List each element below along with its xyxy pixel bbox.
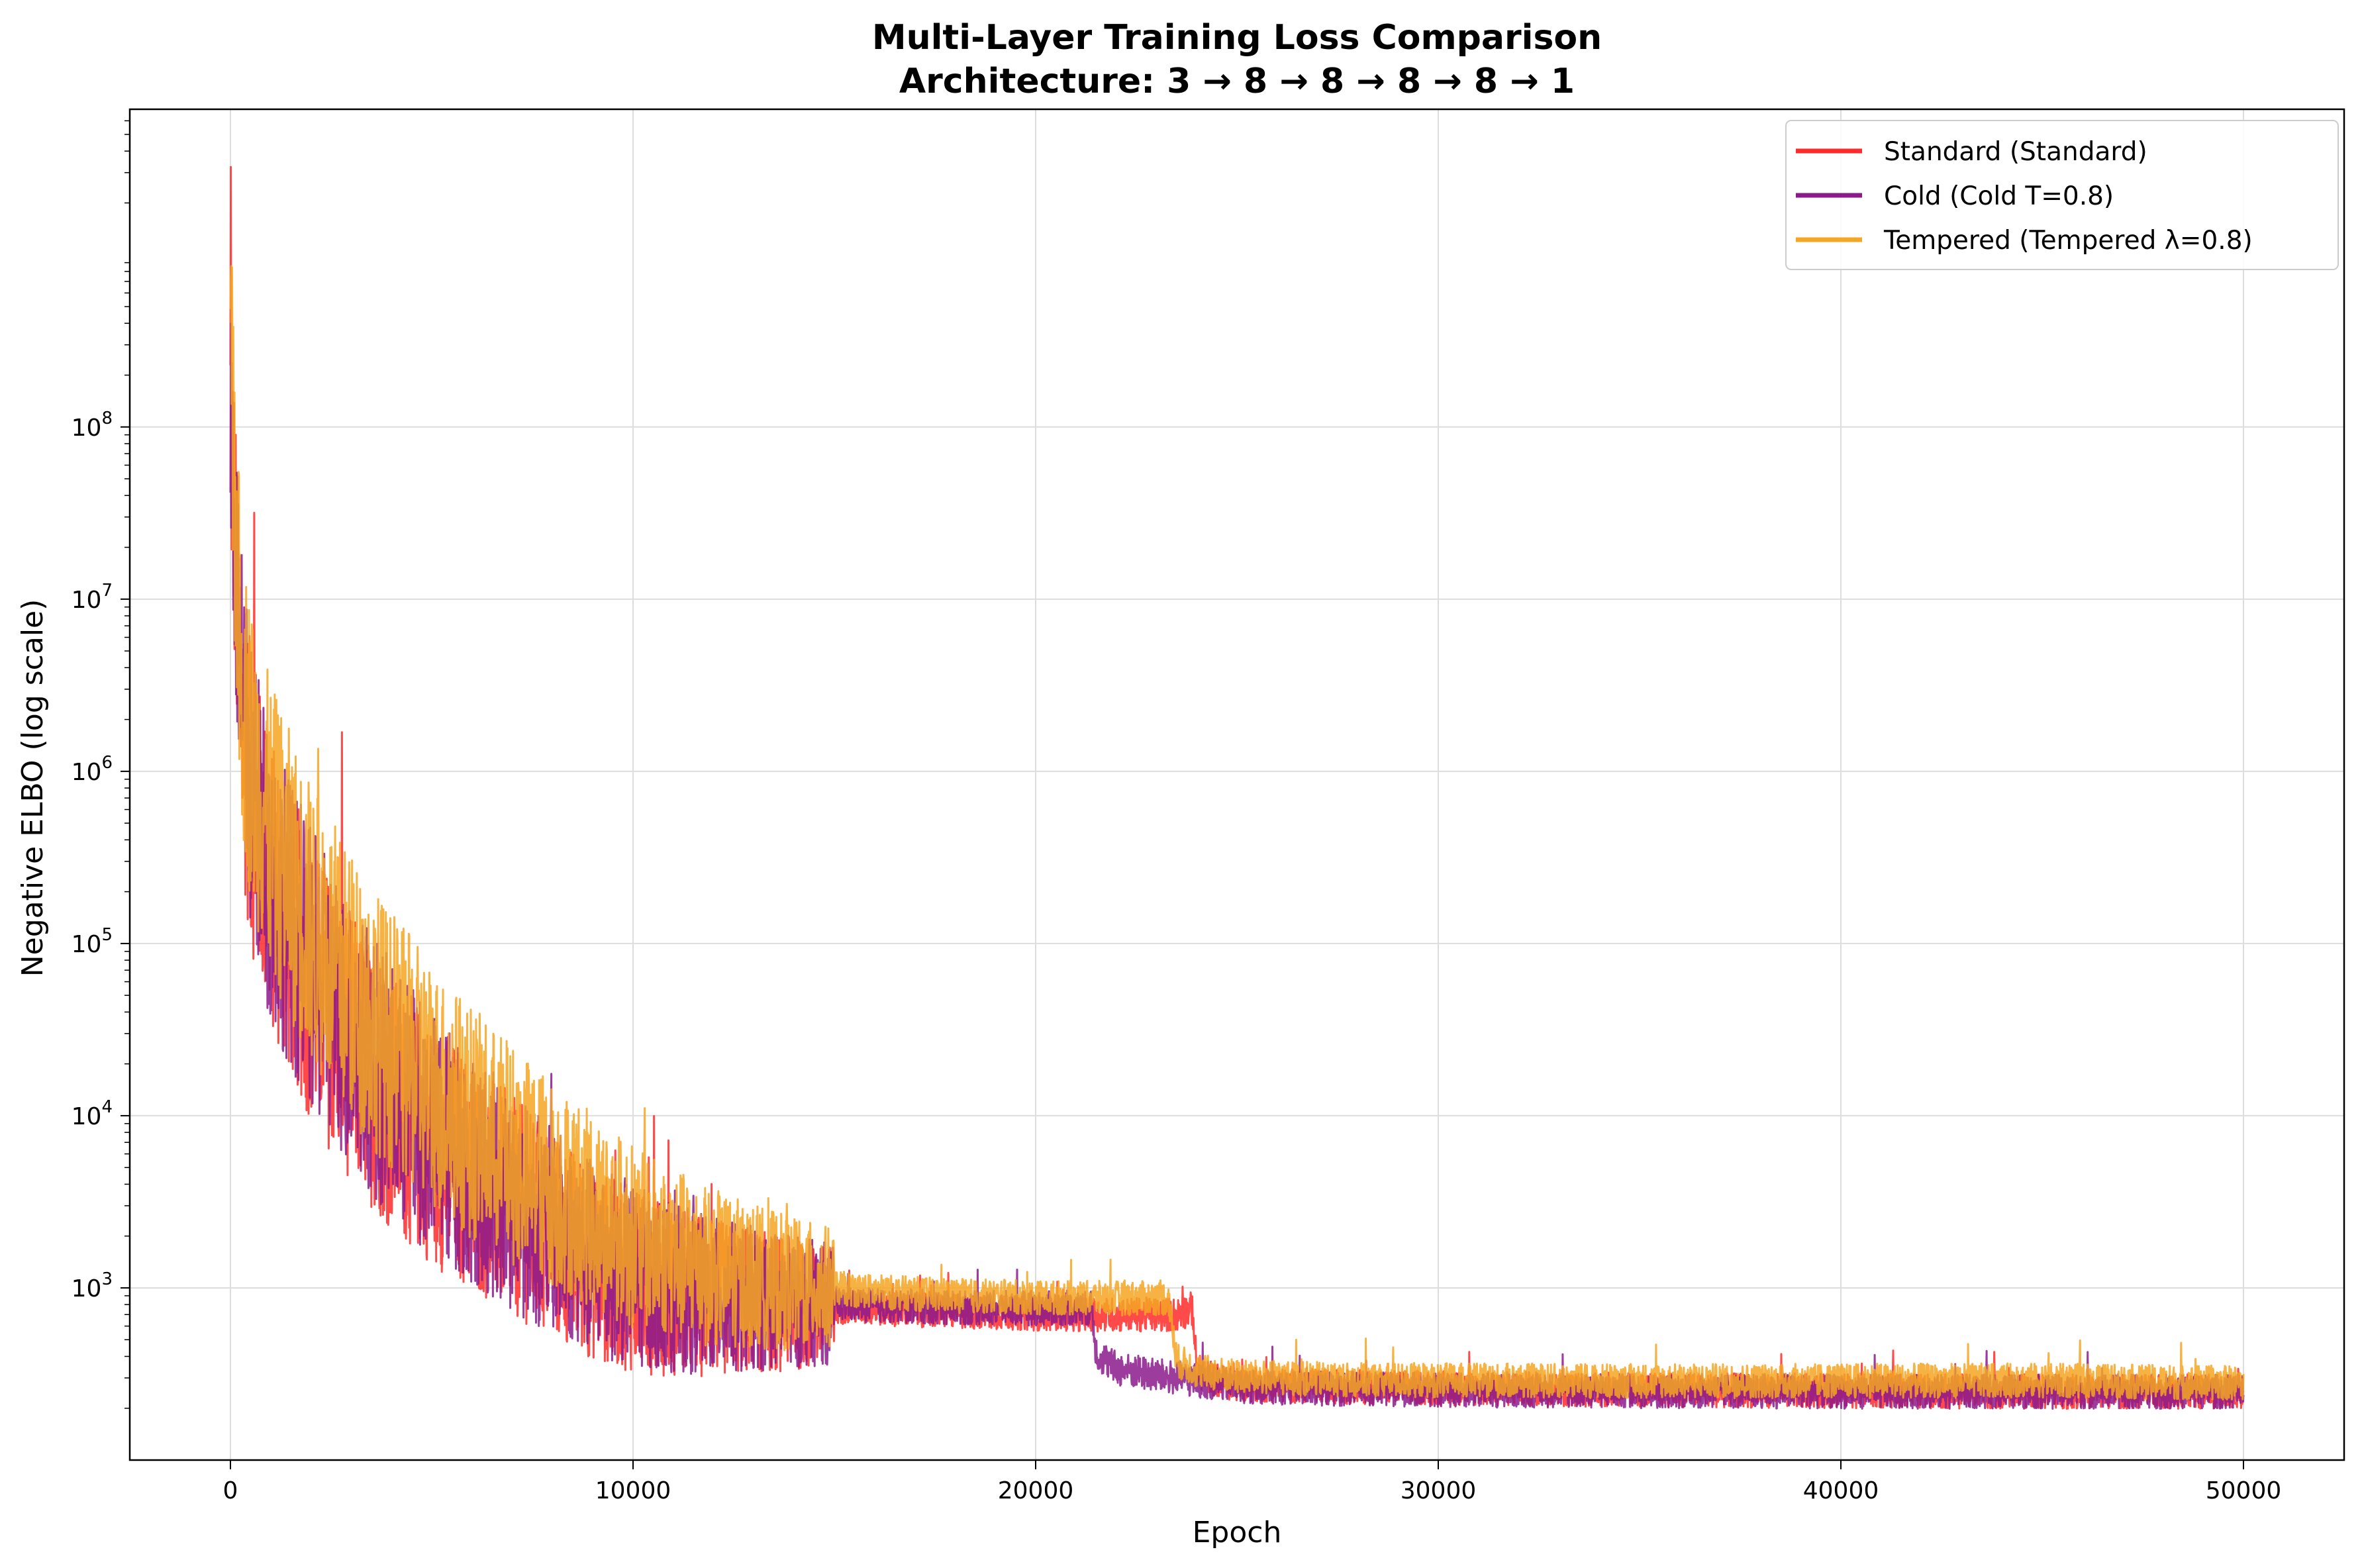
y-tick-label: 106	[72, 753, 113, 786]
series-line-2	[229, 265, 2245, 1400]
legend-label: Cold (Cold T=0.8)	[1884, 181, 2114, 211]
y-tick-label: 105	[72, 925, 113, 958]
legend-label: Standard (Standard)	[1884, 137, 2147, 167]
series-lines	[229, 166, 2245, 1410]
x-tick-label: 30000	[1401, 1477, 1477, 1504]
x-tick-label: 20000	[998, 1477, 1074, 1504]
x-tick-label: 0	[223, 1477, 238, 1504]
y-tick-label: 103	[72, 1269, 113, 1302]
plot-frame	[128, 108, 2345, 1461]
legend-label: Tempered (Tempered λ=0.8)	[1883, 226, 2253, 256]
y-tick-label: 107	[72, 581, 113, 614]
y-tick-label: 108	[72, 409, 113, 442]
axes	[121, 108, 2345, 1469]
legend: Standard (Standard) Cold (Cold T=0.8) Temp…	[1785, 120, 2339, 270]
y-tick-label: 104	[72, 1097, 113, 1130]
x-axis-label: Epoch	[1193, 1516, 1282, 1549]
chart-title: Multi-Layer Training Loss Comparison	[872, 18, 1602, 58]
x-tick-label: 40000	[1803, 1477, 1879, 1504]
tick-labels: 0 10000 20000 30000 40000 50000 103 104 105 106 10…	[72, 409, 2282, 1504]
chart-subtitle: Architecture: 3 → 8 → 8 → 8 → 8 → 1	[899, 62, 1575, 101]
x-tick-label: 50000	[2206, 1477, 2282, 1504]
y-axis-label: Negative ELBO (log scale)	[16, 599, 50, 977]
x-tick-label: 10000	[595, 1477, 671, 1504]
legend-box	[1785, 120, 2339, 270]
